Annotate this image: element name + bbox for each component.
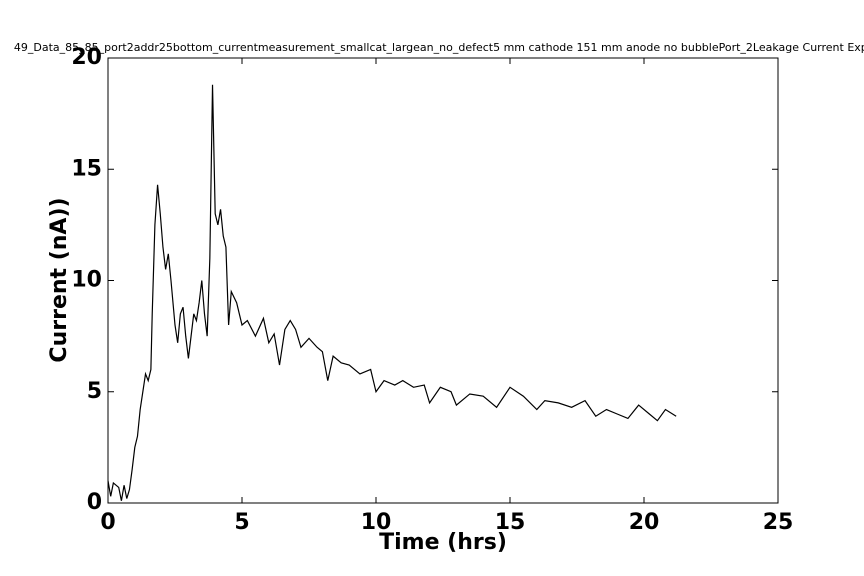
chart-title: 49_Data_85_85_port2addr25bottom_currentm… xyxy=(14,41,864,54)
y-tick-label: 10 xyxy=(71,268,102,293)
x-axis-label: Time (hrs) xyxy=(379,530,507,555)
x-tick-label: 5 xyxy=(234,510,249,535)
y-tick-label: 5 xyxy=(87,379,102,404)
x-tick-label: 10 xyxy=(361,510,392,535)
data-line xyxy=(107,84,677,501)
x-tick-label: 0 xyxy=(100,510,115,535)
y-axis-label: Current (nA)) xyxy=(47,197,72,362)
y-tick-label: 15 xyxy=(71,156,102,181)
x-tick-label: 20 xyxy=(629,510,660,535)
y-tick-label: 20 xyxy=(71,45,102,70)
x-tick-label: 25 xyxy=(763,510,794,535)
y-tick-label: 0 xyxy=(87,490,102,515)
x-tick-label: 15 xyxy=(495,510,526,535)
